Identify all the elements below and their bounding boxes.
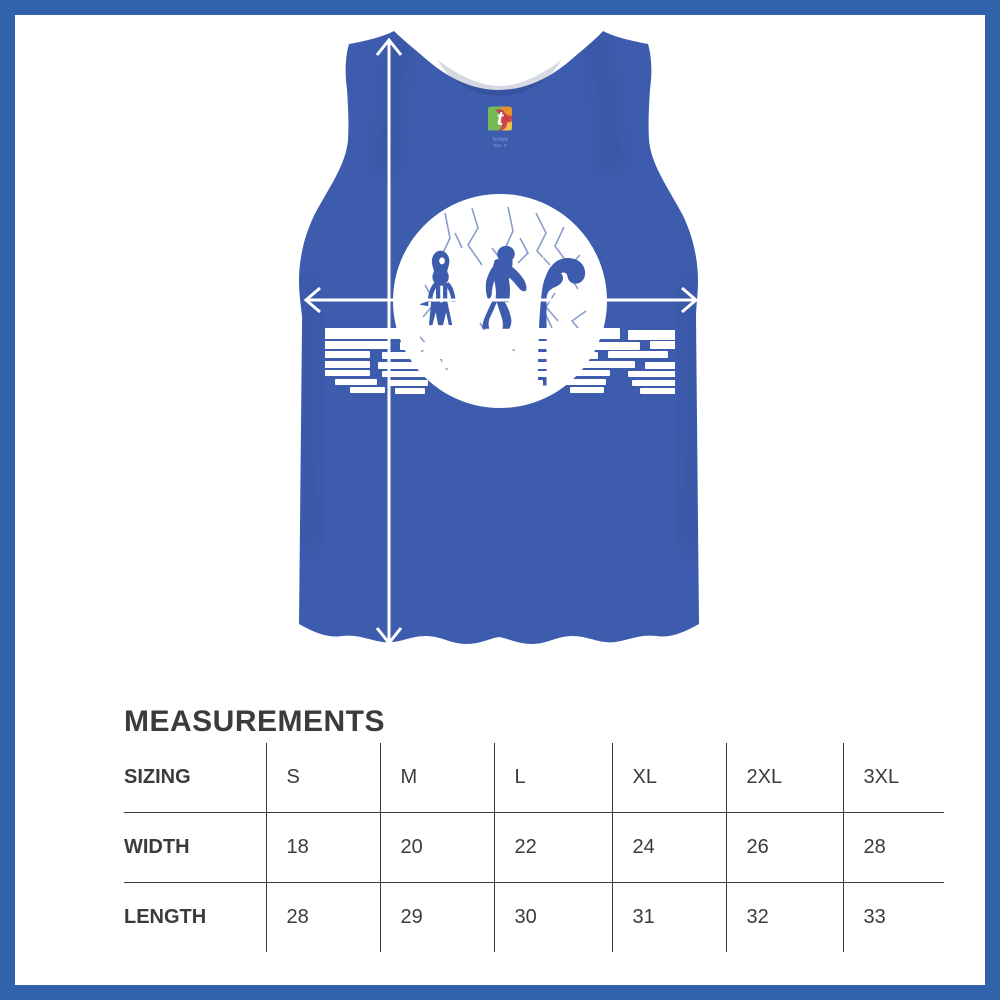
svg-text:Size: S: Size: S — [493, 143, 506, 148]
svg-text:TeeStyle: TeeStyle — [492, 137, 509, 142]
